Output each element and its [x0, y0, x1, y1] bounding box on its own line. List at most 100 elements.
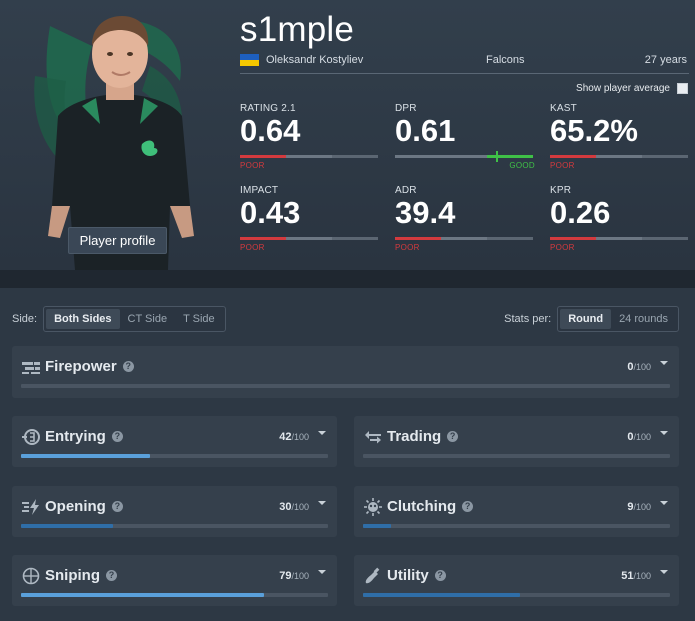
show-average-toggle[interactable]: Show player average — [576, 83, 688, 94]
category-progress-fill — [363, 524, 391, 528]
stat-label: DPR — [395, 103, 417, 114]
category-title: Clutching? — [387, 498, 474, 515]
stat-bar — [240, 237, 378, 240]
stat-value: 0.61 — [395, 113, 456, 148]
stat-bar — [395, 237, 533, 240]
stat-bar — [240, 155, 378, 158]
help-icon[interactable]: ? — [434, 570, 446, 581]
stat-bar — [395, 151, 533, 162]
player-portrait — [34, 16, 194, 270]
category-progress-track — [21, 593, 328, 597]
category-progress-track — [363, 524, 670, 528]
side-option-ct[interactable]: CT Side — [127, 313, 168, 325]
player-nickname: s1mple — [240, 10, 355, 49]
category-card-firepower[interactable]: Firepower? 0/100 — [12, 346, 679, 398]
category-score: 51/100 — [621, 570, 651, 582]
category-title: Trading? — [387, 428, 459, 445]
category-card-entrying[interactable]: Entrying? 42/100 — [12, 416, 337, 467]
stat-bar — [550, 155, 688, 158]
category-card-utility[interactable]: Utility? 51/100 — [354, 555, 679, 606]
grenade-icon — [365, 567, 380, 584]
stats-per-filter: Stats per: Round 24 rounds — [504, 306, 679, 332]
category-progress-track — [21, 384, 670, 388]
trading-icon — [365, 431, 381, 444]
ukraine-flag-icon — [240, 54, 259, 66]
chevron-down-icon[interactable] — [659, 358, 669, 368]
chevron-down-icon[interactable] — [659, 498, 669, 508]
stat-value: 65.2% — [550, 113, 638, 148]
entrying-icon — [22, 429, 40, 445]
category-score: 0/100 — [627, 431, 651, 443]
clutching-icon — [364, 498, 382, 516]
category-progress-fill — [21, 593, 264, 597]
stat-rating-text: POOR — [395, 243, 420, 252]
category-title: Firepower? — [45, 358, 134, 375]
stat-value: 0.26 — [550, 195, 611, 230]
player-hero: Player profile s1mple Oleksandr Kostylie… — [0, 0, 695, 270]
category-title: Utility? — [387, 567, 446, 584]
stats-per-toggle-group: Round 24 rounds — [557, 306, 679, 332]
help-icon[interactable]: ? — [106, 570, 117, 581]
stat-rating-text: POOR — [550, 161, 575, 170]
chevron-down-icon[interactable] — [659, 567, 669, 577]
stat-label: IMPACT — [240, 185, 279, 196]
category-score: 0/100 — [627, 361, 651, 373]
help-icon[interactable]: ? — [447, 431, 459, 442]
category-title: Opening? — [45, 498, 123, 515]
stats-per-option-24-rounds[interactable]: 24 rounds — [619, 313, 668, 325]
hero-separator — [0, 270, 695, 288]
player-info-row: Oleksandr Kostyliev Falcons 27 years — [240, 52, 689, 74]
category-card-trading[interactable]: Trading? 0/100 — [354, 416, 679, 467]
category-score: 79/100 — [279, 570, 309, 582]
category-progress-track — [363, 454, 670, 458]
opening-icon — [22, 499, 39, 515]
player-age: 27 years — [644, 54, 687, 66]
stat-bar — [550, 237, 688, 240]
side-option-t[interactable]: T Side — [183, 313, 215, 325]
stat-label: KAST — [550, 103, 577, 114]
chevron-down-icon[interactable] — [317, 498, 327, 508]
help-icon[interactable]: ? — [111, 501, 123, 512]
help-icon[interactable]: ? — [111, 431, 123, 442]
stat-value: 39.4 — [395, 195, 456, 230]
stat-value: 0.43 — [240, 195, 301, 230]
player-profile-button[interactable]: Player profile — [68, 227, 167, 254]
category-card-sniping[interactable]: Sniping? 79/100 — [12, 555, 337, 606]
category-progress-track — [363, 593, 670, 597]
chevron-down-icon[interactable] — [317, 428, 327, 438]
side-filter: Side: Both Sides CT Side T Side — [12, 306, 226, 332]
show-average-label: Show player average — [576, 83, 670, 94]
stats-per-label: Stats per: — [504, 313, 552, 325]
stat-rating-text: POOR — [550, 243, 575, 252]
stat-kpr: KPR 0.26 POOR — [550, 185, 690, 252]
show-average-checkbox[interactable] — [677, 83, 688, 94]
stat-rating-text: GOOD — [509, 161, 535, 170]
chevron-down-icon[interactable] — [317, 567, 327, 577]
category-progress-fill — [363, 593, 520, 597]
side-toggle-group: Both Sides CT Side T Side — [43, 306, 226, 332]
category-score: 30/100 — [279, 501, 309, 513]
stat-dpr: DPR 0.61 GOOD — [395, 103, 535, 170]
chevron-down-icon[interactable] — [659, 428, 669, 438]
stat-rating: RATING 2.1 0.64 POOR — [240, 103, 380, 170]
stat-label: ADR — [395, 185, 417, 196]
stat-label: KPR — [550, 185, 572, 196]
help-icon[interactable]: ? — [462, 501, 474, 512]
stat-rating-text: POOR — [240, 161, 265, 170]
stat-impact: IMPACT 0.43 POOR — [240, 185, 380, 252]
category-card-clutching[interactable]: Clutching? 9/100 — [354, 486, 679, 537]
side-label: Side: — [12, 313, 38, 325]
category-score: 9/100 — [627, 501, 651, 513]
player-real-name: Oleksandr Kostyliev — [266, 54, 364, 66]
category-progress-fill — [21, 454, 150, 458]
side-option-both[interactable]: Both Sides — [46, 309, 120, 329]
stat-rating-text: POOR — [240, 243, 265, 252]
category-card-opening[interactable]: Opening? 30/100 — [12, 486, 337, 537]
category-score: 42/100 — [279, 431, 309, 443]
player-team[interactable]: Falcons — [486, 54, 525, 66]
help-icon[interactable]: ? — [122, 361, 134, 372]
stat-value: 0.64 — [240, 113, 301, 148]
category-progress-fill — [21, 524, 113, 528]
category-progress-track — [21, 454, 328, 458]
stats-per-option-round[interactable]: Round — [560, 309, 612, 329]
